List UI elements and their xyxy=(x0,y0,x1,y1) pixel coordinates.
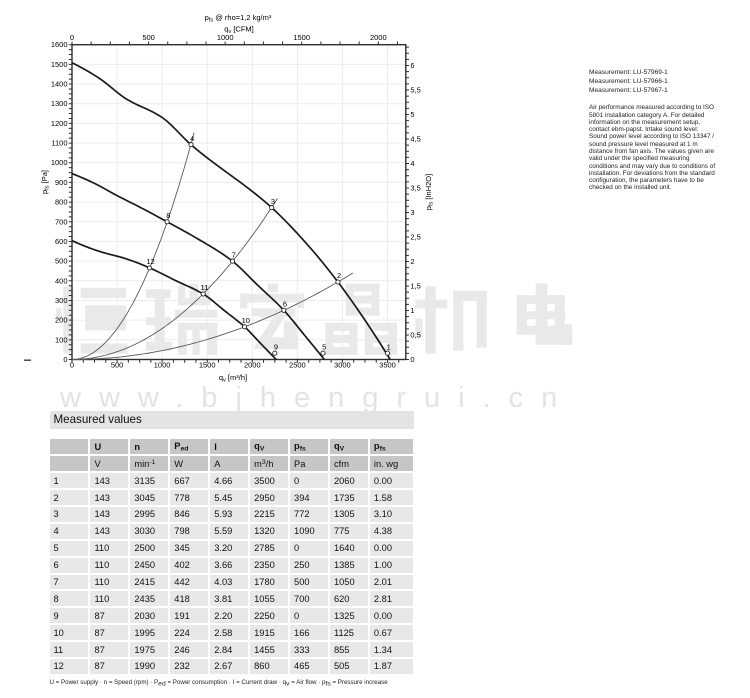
svg-text:0: 0 xyxy=(70,33,74,42)
svg-text:2000: 2000 xyxy=(244,361,261,370)
svg-text:qv [m³/h]: qv [m³/h] xyxy=(219,373,247,384)
svg-text:1500: 1500 xyxy=(199,361,216,370)
svg-text:800: 800 xyxy=(55,198,68,207)
svg-text:3: 3 xyxy=(410,208,414,217)
svg-text:1,5: 1,5 xyxy=(410,282,420,291)
svg-text:1: 1 xyxy=(387,342,391,351)
svg-text:4,5: 4,5 xyxy=(410,135,420,144)
svg-text:1500: 1500 xyxy=(293,33,310,42)
svg-text:600: 600 xyxy=(55,237,68,246)
svg-text:2: 2 xyxy=(337,271,341,280)
svg-text:www.bjhengrui.cn: www.bjhengrui.cn xyxy=(59,382,575,414)
svg-text:7: 7 xyxy=(232,250,236,259)
svg-text:8: 8 xyxy=(166,211,170,220)
svg-text:6: 6 xyxy=(410,61,414,70)
svg-text:700: 700 xyxy=(55,217,68,226)
svg-text:200: 200 xyxy=(55,316,68,325)
svg-text:3500: 3500 xyxy=(379,361,396,370)
svg-text:500: 500 xyxy=(142,33,155,42)
svg-text:1500: 1500 xyxy=(51,60,68,69)
svg-text:5: 5 xyxy=(410,110,414,119)
svg-text:300: 300 xyxy=(55,296,68,305)
svg-text:0: 0 xyxy=(70,361,74,370)
svg-text:1100: 1100 xyxy=(51,139,67,148)
svg-text:4: 4 xyxy=(410,159,414,168)
svg-text:6: 6 xyxy=(283,300,287,309)
svg-text:100: 100 xyxy=(55,335,68,344)
svg-text:2: 2 xyxy=(410,257,414,266)
svg-text:500: 500 xyxy=(55,257,68,266)
svg-text:4: 4 xyxy=(190,134,194,143)
svg-text:5,5: 5,5 xyxy=(410,86,420,95)
svg-text:1000: 1000 xyxy=(154,361,171,370)
svg-text:1200: 1200 xyxy=(51,119,68,128)
svg-text:0,5: 0,5 xyxy=(410,331,420,340)
svg-text:1300: 1300 xyxy=(51,99,68,108)
svg-text:2,5: 2,5 xyxy=(410,233,420,242)
svg-text:2000: 2000 xyxy=(370,33,387,42)
svg-text:11: 11 xyxy=(201,283,209,292)
svg-text:3,5: 3,5 xyxy=(410,184,420,193)
svg-text:1400: 1400 xyxy=(51,80,68,89)
svg-text:1000: 1000 xyxy=(51,158,68,167)
svg-text:0: 0 xyxy=(410,355,414,364)
svg-text:900: 900 xyxy=(55,178,68,187)
svg-text:qv [CFM]: qv [CFM] xyxy=(224,25,253,36)
svg-text:500: 500 xyxy=(111,361,124,370)
svg-text:1000: 1000 xyxy=(217,33,234,42)
svg-text:400: 400 xyxy=(55,276,68,285)
svg-text:2500: 2500 xyxy=(289,361,306,370)
svg-text:12: 12 xyxy=(147,257,155,266)
svg-text:10: 10 xyxy=(242,316,250,325)
svg-text:5: 5 xyxy=(322,342,326,351)
svg-text:pfs [InH2O]: pfs [InH2O] xyxy=(424,174,435,210)
svg-text:3: 3 xyxy=(271,197,275,206)
svg-text:3000: 3000 xyxy=(334,361,351,370)
svg-text:pfs @ rho=1,2 kg/m³: pfs @ rho=1,2 kg/m³ xyxy=(205,13,272,24)
svg-text:0: 0 xyxy=(63,355,67,364)
svg-text:1: 1 xyxy=(410,306,414,315)
svg-text:1600: 1600 xyxy=(51,40,68,49)
svg-text:9: 9 xyxy=(274,342,278,351)
svg-text:pfs [Pa]: pfs [Pa] xyxy=(40,170,51,194)
